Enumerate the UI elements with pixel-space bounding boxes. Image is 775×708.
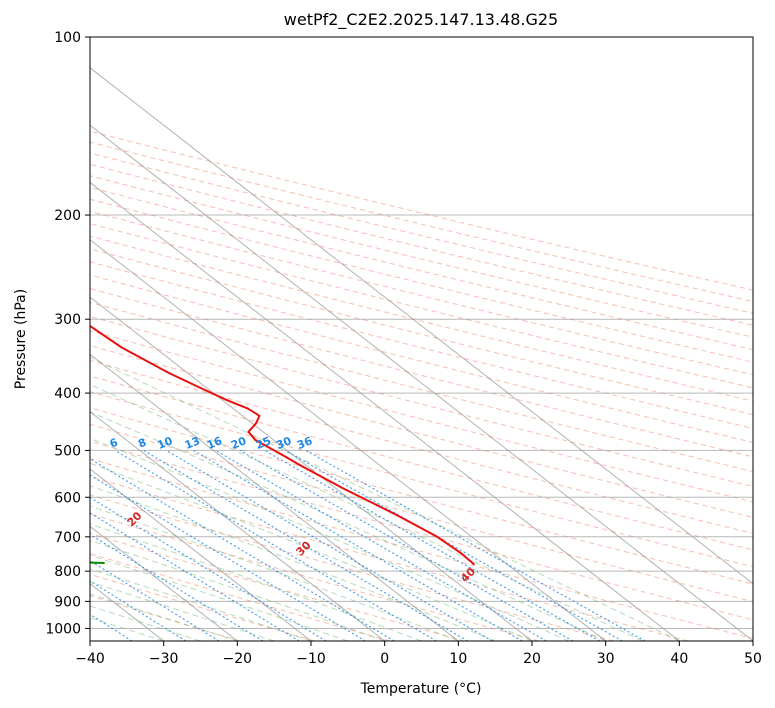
profile-lines: [90, 324, 476, 566]
x-tick-label: −30: [149, 651, 179, 667]
isotherm: [90, 239, 607, 641]
y-tick-label: 700: [54, 530, 81, 546]
y-axis-title: Pressure (hPa): [13, 289, 29, 389]
moist-adiabat: [90, 411, 606, 641]
x-tick-label: 40: [670, 651, 688, 667]
moist-adiabat: [90, 356, 680, 641]
dry-adiabat: [90, 595, 241, 641]
mixing-ratio-label: 20: [229, 434, 248, 452]
dry-adiabat: [90, 476, 689, 641]
dry-adiabat: [90, 261, 753, 429]
moist-adiabat: [90, 485, 496, 641]
y-tick-label: 200: [54, 208, 81, 224]
isotherm: [90, 411, 386, 641]
mixing-ratio-label: 30: [274, 434, 293, 452]
mixing-ratio-line: [239, 449, 574, 641]
y-tick-label: 500: [54, 443, 81, 459]
x-tick-label: 10: [449, 651, 467, 667]
chart-title: wetPf2_C2E2.2025.147.13.48.G25: [284, 10, 558, 30]
dry-adiabat: [90, 345, 753, 518]
dry-adiabat: [90, 391, 753, 568]
axis-ticks: −40 −30 −20 −10 0 10 20 30 40 50 100 200 300 400 500 60…: [45, 30, 762, 667]
dry-adiabat: [90, 152, 753, 314]
dry-adiabat: [90, 330, 753, 503]
mixing-ratio-line: [305, 449, 646, 641]
dry-adiabat: [90, 573, 315, 641]
dry-adiabat: [90, 440, 753, 621]
moist-adiabat: [90, 384, 643, 641]
isotherm: [90, 124, 753, 641]
dry-adiabat: [90, 532, 465, 641]
mixing-ratio-line: [90, 474, 366, 641]
mixing-ratio-line: [193, 449, 523, 641]
mixing-ratio-line: [114, 449, 437, 641]
isotherm: [90, 296, 533, 641]
plot-frame: [89, 36, 754, 642]
moist-adiabat: [90, 523, 422, 641]
x-tick-label: −40: [75, 651, 105, 667]
x-tick-label: −10: [296, 651, 326, 667]
isotherm: [90, 67, 753, 585]
mixing-ratio-label: 16: [205, 434, 224, 452]
mixing-ratio-label: 13: [183, 434, 202, 452]
mixing-ratio-line: [90, 496, 327, 641]
isotherm: [90, 353, 459, 641]
y-tick-label: 1000: [45, 621, 81, 637]
dry-adiabat: [90, 141, 753, 303]
mixing-ratio-line: [143, 449, 468, 641]
x-tick-label: 0: [380, 651, 389, 667]
moist-adiabat: [90, 437, 570, 641]
isotherm: [90, 181, 680, 641]
y-tick-label: 100: [54, 30, 81, 46]
x-axis-title: Temperature (°C): [360, 681, 482, 697]
isotherm: [90, 468, 312, 641]
dry-adiabat: [90, 223, 753, 389]
mixing-ratio-line: [166, 449, 493, 641]
mixing-ratio-label: 10: [155, 434, 174, 452]
moist-adiabat: [90, 462, 533, 641]
dry-adiabat: [90, 175, 753, 338]
y-tick-label: 800: [54, 564, 81, 580]
x-tick-label: 50: [744, 651, 762, 667]
mixing-ratio-line: [90, 512, 300, 641]
x-tick-label: 20: [523, 651, 541, 667]
x-tick-label: −20: [223, 651, 253, 667]
moist-adiabat: [90, 554, 348, 641]
y-tick-label: 600: [54, 490, 81, 506]
y-tick-label: 300: [54, 312, 81, 328]
isotherm: [90, 525, 238, 641]
mixing-ratio-line: [90, 533, 264, 641]
mixing-ratio-line: [90, 458, 395, 641]
background-lines: [90, 37, 753, 641]
mixing-ratio-label: 8: [136, 436, 148, 451]
y-tick-label: 400: [54, 386, 81, 402]
temperature-profile-line: [90, 324, 476, 566]
x-tick-label: 30: [597, 651, 615, 667]
dry-adiabat: [90, 186, 753, 351]
dry-adiabat: [90, 407, 753, 585]
mixing-ratio-label: 25: [254, 434, 273, 452]
dry-adiabat: [90, 423, 753, 603]
mixing-ratio-line: [264, 449, 601, 641]
y-tick-label: 900: [54, 594, 81, 610]
mixing-ratio-label: 36: [295, 434, 314, 452]
